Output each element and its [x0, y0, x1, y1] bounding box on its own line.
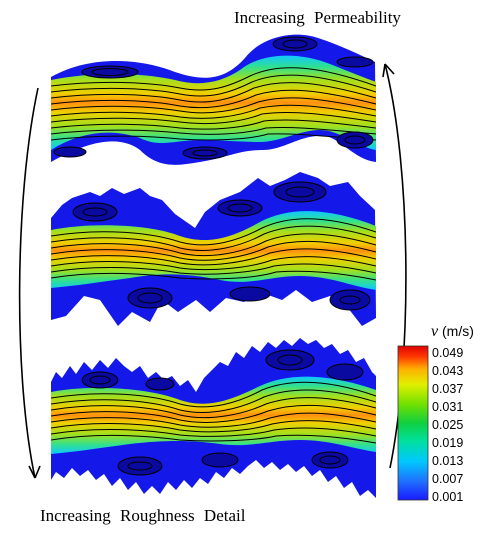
colorbar-variable: v [431, 323, 439, 340]
colorbar [397, 345, 429, 501]
colorbar-tick: 0.001 [432, 490, 464, 504]
colorbar-tick: 0.025 [432, 418, 464, 432]
panel-moderately-rough-channel [50, 172, 377, 326]
colorbar-tick: 0.007 [432, 472, 464, 486]
colorbar-frame [397, 345, 429, 501]
label-increasing-permeability: Increasing Permeability [234, 8, 401, 27]
panel3-streamlines [50, 381, 377, 444]
colorbar-tick: 0.013 [432, 454, 464, 468]
panel2-streamlines [50, 218, 377, 281]
panel1-streamlines [50, 67, 377, 141]
panel-highly-rough-channel [50, 338, 377, 498]
panel-smooth-channel [50, 34, 377, 165]
colorbar-tick-labels: 0.049 0.043 0.037 0.031 0.025 0.019 0.01… [430, 0, 500, 538]
panel2-flow-core [51, 211, 376, 290]
colorbar-tick: 0.049 [432, 346, 464, 360]
panel3-vortices [81, 349, 364, 476]
panel3-flow-core [51, 376, 376, 454]
panel2-vortices [72, 181, 371, 311]
panel1-vortices [53, 36, 374, 160]
colorbar-gradient [398, 346, 428, 500]
left-down-arrow [18, 87, 41, 479]
panel1-flow-core [51, 55, 376, 151]
colorbar-unit: (m/s) [442, 323, 474, 339]
label-increasing-roughness-detail: Increasing Roughness Detail [40, 506, 246, 525]
colorbar-tick: 0.019 [432, 436, 464, 450]
colorbar-tick: 0.031 [432, 400, 464, 414]
colorbar-title: v (m/s) [431, 323, 474, 341]
colorbar-tick: 0.043 [432, 364, 464, 378]
colorbar-tick: 0.037 [432, 382, 464, 396]
